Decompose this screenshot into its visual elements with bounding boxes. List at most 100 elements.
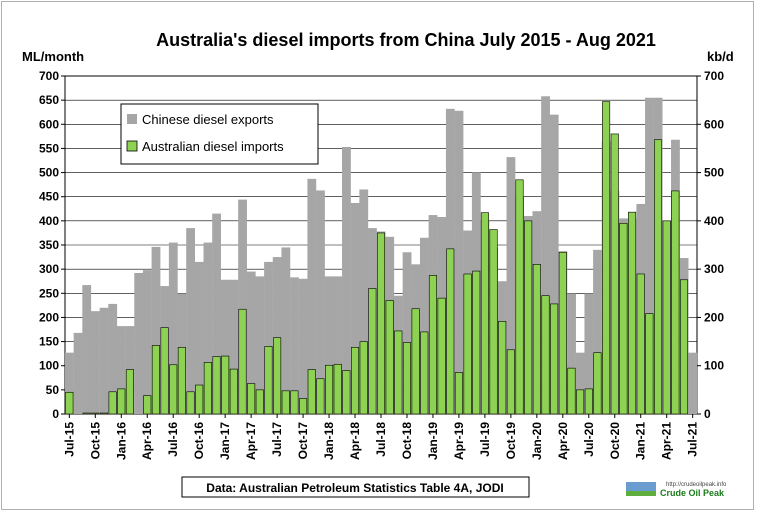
bar-imports-53 [524, 220, 533, 415]
bar-imports-63 [610, 133, 619, 415]
bar-imports-40 [411, 308, 420, 415]
bar-imports-33 [351, 347, 360, 415]
bar-imports-62 [602, 101, 611, 415]
bar-imports-59 [576, 389, 585, 415]
y-left-tick-300: 300 [39, 262, 59, 276]
bar-exports-8 [134, 273, 144, 414]
x-tick-Jul-15: Jul-15 [62, 422, 76, 457]
legend-label-exports: Chinese diesel exports [142, 112, 274, 127]
bar-exports-20 [238, 199, 247, 414]
y-left-tick-150: 150 [39, 335, 59, 349]
bar-exports-33 [350, 202, 360, 414]
x-tick-Jan-19: Jan-19 [426, 422, 440, 460]
bar-imports-58 [567, 367, 576, 415]
y-left-tick-50: 50 [46, 383, 60, 397]
y-left-tick-200: 200 [39, 310, 59, 324]
bar-imports-9 [143, 395, 152, 415]
bar-imports-18 [221, 355, 230, 415]
bar-imports-66 [636, 273, 645, 415]
bar-exports-27 [298, 278, 308, 414]
bar-exports-32 [342, 146, 351, 415]
y-left-tick-650: 650 [39, 93, 59, 107]
bar-exports-15 [194, 261, 204, 414]
bar-exports-56 [549, 114, 559, 414]
bar-imports-54 [532, 264, 541, 415]
bar-exports-28 [307, 178, 317, 414]
bar-imports-14 [186, 391, 195, 415]
bar-exports-19 [229, 279, 239, 414]
bar-imports-35 [368, 288, 377, 415]
y-left-tick-700: 700 [39, 69, 59, 83]
bar-exports-22 [255, 276, 265, 414]
x-tick-Oct-18: Oct-18 [400, 422, 414, 460]
bar-exports-67 [645, 97, 654, 414]
bar-imports-68 [654, 139, 663, 415]
bar-exports-26 [290, 277, 299, 414]
bar-exports-59 [575, 352, 585, 414]
bar-imports-13 [177, 347, 186, 415]
bar-imports-22 [255, 389, 264, 415]
y-axis-left-label: ML/month [22, 49, 84, 64]
y-left-tick-350: 350 [39, 238, 59, 252]
bar-imports-47 [472, 270, 481, 415]
bar-exports-25 [281, 247, 291, 414]
bar-imports-32 [342, 370, 351, 415]
x-tick-Oct-17: Oct-17 [296, 422, 310, 460]
bar-exports-6 [116, 326, 126, 414]
bar-imports-60 [584, 388, 593, 415]
bar-imports-15 [195, 384, 204, 415]
source-box-border [181, 476, 530, 498]
bar-imports-45 [454, 372, 463, 415]
bar-imports-34 [359, 341, 368, 415]
bar-exports-21 [246, 271, 256, 414]
bar-imports-56 [550, 303, 559, 415]
y-right-tick-200: 200 [704, 310, 724, 324]
y-right-tick-300: 300 [704, 262, 724, 276]
x-tick-Apr-18: Apr-18 [348, 422, 362, 460]
bar-imports-27 [299, 398, 308, 415]
x-tick-Oct-15: Oct-15 [88, 422, 102, 460]
y-left-tick-450: 450 [39, 190, 59, 204]
bar-exports-72 [688, 352, 698, 414]
legend: Chinese diesel exports Australian diesel… [120, 103, 319, 165]
bar-imports-2 [82, 412, 91, 415]
bar-imports-3 [91, 412, 100, 415]
legend-swatch-imports [126, 140, 138, 152]
x-tick-Apr-17: Apr-17 [244, 422, 258, 460]
bar-exports-39 [402, 252, 412, 414]
bar-imports-64 [619, 222, 628, 415]
bar-imports-42 [428, 275, 437, 415]
x-tick-Oct-19: Oct-19 [504, 422, 518, 460]
bar-imports-67 [645, 313, 654, 415]
logo-name: Crude Oil Peak [660, 488, 725, 498]
bar-imports-19 [229, 368, 238, 415]
bar-imports-7 [125, 369, 134, 415]
bar-exports-60 [584, 293, 594, 414]
bar-imports-30 [325, 364, 334, 415]
bar-imports-0 [65, 391, 74, 415]
bar-imports-23 [264, 346, 273, 415]
bar-exports-24 [272, 257, 282, 414]
x-tick-Jan-20: Jan-20 [530, 422, 544, 460]
y-right-tick-400: 400 [704, 214, 724, 228]
y-right-tick-0: 0 [704, 407, 711, 421]
bar-exports-4 [99, 307, 109, 414]
bar-exports-61 [593, 249, 602, 414]
x-tick-Apr-20: Apr-20 [556, 422, 570, 460]
y-left-tick-0: 0 [52, 407, 59, 421]
bar-exports-3 [90, 311, 100, 414]
bar-exports-29 [316, 190, 325, 414]
x-tick-Oct-16: Oct-16 [192, 422, 206, 460]
bar-imports-20 [238, 308, 247, 415]
bar-exports-0 [65, 352, 74, 414]
bar-imports-51 [506, 349, 515, 415]
y-axis-left-ticks: 0 50 100 150 200 250 300 350 400 450 500 550 600 650 7… [39, 69, 65, 421]
bar-imports-48 [480, 212, 489, 415]
bar-imports-29 [316, 378, 325, 415]
legend-swatch-exports [127, 114, 137, 124]
bar-exports-58 [567, 293, 576, 414]
bar-imports-55 [541, 295, 550, 415]
bar-imports-43 [437, 297, 446, 415]
